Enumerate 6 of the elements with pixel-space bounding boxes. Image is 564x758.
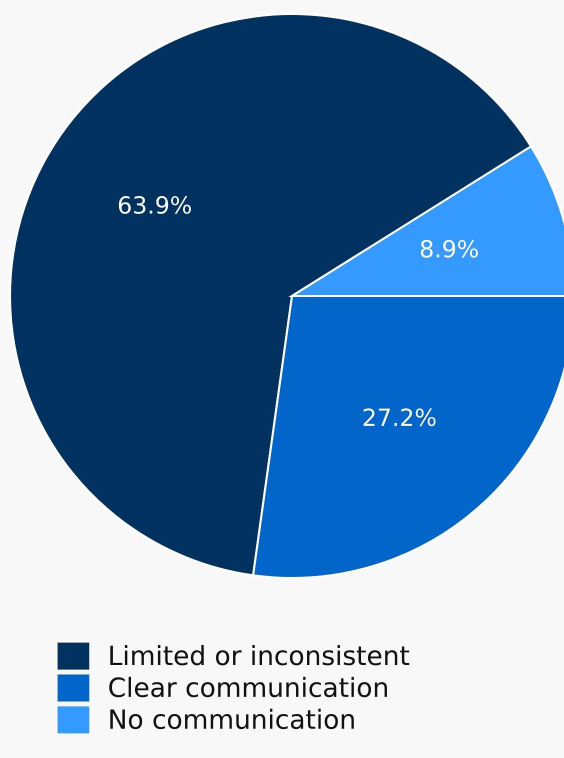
- data-label: 27.2%: [364, 408, 436, 426]
- data-label: 8.9%: [420, 240, 478, 258]
- legend-label: No communication: [110, 708, 354, 730]
- legend-label: Limited or inconsistent: [110, 644, 410, 666]
- legend-label: Clear communication: [109, 676, 387, 698]
- data-label: 63.9%: [118, 196, 191, 214]
